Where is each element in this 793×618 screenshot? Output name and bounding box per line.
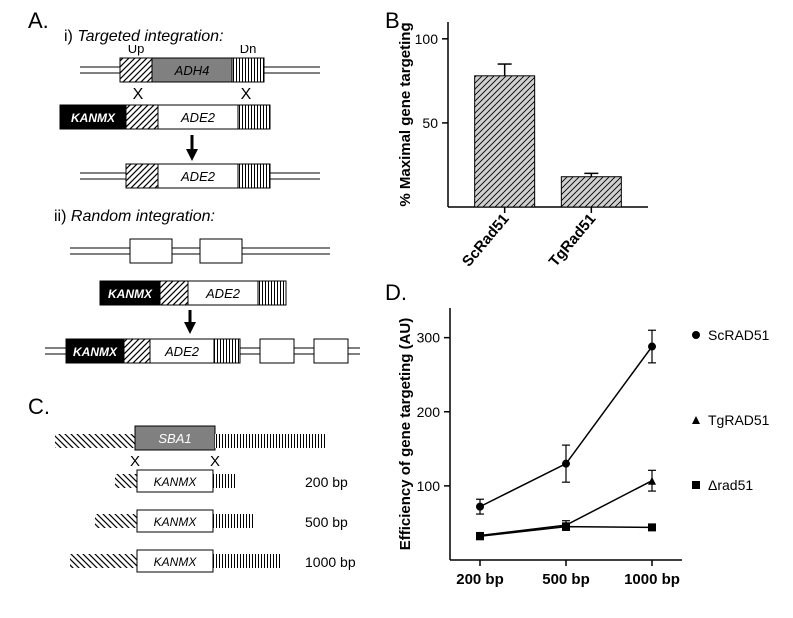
- svg-text:TgRAD51: TgRAD51: [708, 412, 770, 428]
- svg-text:X: X: [210, 453, 220, 470]
- svg-text:50: 50: [422, 115, 438, 131]
- svg-text:X: X: [241, 86, 252, 103]
- svg-text:% Maximal gene targeting: % Maximal gene targeting: [397, 22, 414, 206]
- svg-text:100: 100: [415, 31, 439, 47]
- svg-text:1000 bp: 1000 bp: [305, 554, 356, 570]
- svg-text:200 bp: 200 bp: [305, 474, 348, 490]
- svg-text:Δrad51: Δrad51: [708, 477, 753, 493]
- svg-text:500 bp: 500 bp: [542, 571, 590, 588]
- svg-text:KANMX: KANMX: [154, 555, 198, 569]
- svg-text:ADE2: ADE2: [180, 110, 216, 125]
- svg-text:100: 100: [417, 478, 441, 494]
- svg-text:Dn: Dn: [240, 45, 257, 56]
- svg-text:KANMX: KANMX: [154, 475, 198, 489]
- svg-text:KANMX: KANMX: [73, 345, 118, 359]
- svg-text:ADE2: ADE2: [205, 286, 241, 301]
- panel-a-i-label: i) Targeted integration:: [64, 28, 224, 46]
- svg-text:ADE2: ADE2: [180, 169, 216, 184]
- svg-text:Up: Up: [128, 45, 145, 56]
- svg-text:X: X: [133, 86, 144, 103]
- panel-a-label: A.: [28, 8, 49, 34]
- panel-a-ii-label: ii) Random integration:: [54, 208, 215, 226]
- svg-text:SBA1: SBA1: [158, 431, 191, 446]
- svg-text:200 bp: 200 bp: [456, 571, 504, 588]
- panel-a-diagram-ii: KANMX ADE2 KANMX ADE2: [30, 226, 360, 386]
- svg-text:500 bp: 500 bp: [305, 514, 348, 530]
- panel-d-chart: 100 200 300 200 bp 500 bp 1000 bp Efficiency o…: [388, 290, 788, 610]
- svg-text:ScRad51: ScRad51: [459, 211, 513, 270]
- svg-text:X: X: [130, 453, 140, 470]
- panel-c-diagram: SBA1 X X KANMX 200 bp KANMX 500 bp KANMX…: [35, 416, 375, 616]
- svg-text:KANMX: KANMX: [108, 287, 153, 301]
- panel-b-chart: 50 100% Maximal gene targeting ScRad51 TgRa…: [388, 8, 748, 298]
- svg-text:ADE2: ADE2: [164, 344, 200, 359]
- svg-text:KANMX: KANMX: [71, 111, 116, 125]
- svg-text:300: 300: [417, 330, 441, 346]
- svg-text:200: 200: [417, 404, 441, 420]
- svg-text:ADH4: ADH4: [174, 63, 210, 78]
- svg-text:ScRAD51: ScRAD51: [708, 327, 770, 343]
- svg-text:TgRad51: TgRad51: [546, 211, 600, 270]
- svg-text:Efficiency of gene targeting (: Efficiency of gene targeting (AU): [397, 318, 414, 551]
- svg-text:1000 bp: 1000 bp: [624, 571, 680, 588]
- svg-text:KANMX: KANMX: [154, 515, 198, 529]
